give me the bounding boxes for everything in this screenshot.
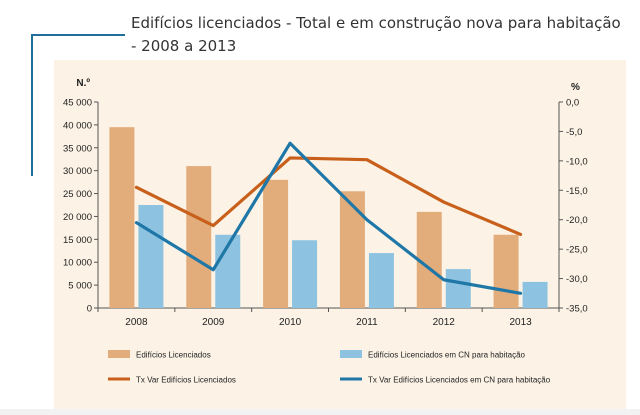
y-right-tick-label: -25,0 xyxy=(566,245,588,256)
y-left-tick-label: 35 000 xyxy=(63,143,92,154)
y-left-tick-label: 10 000 xyxy=(63,258,92,269)
legend-edificios-licenciados-cn-swatch xyxy=(340,350,362,358)
bar-edificios-licenciados-cn xyxy=(292,240,318,308)
bar-edificios-licenciados xyxy=(339,191,365,308)
x-tick-label: 2010 xyxy=(279,317,302,328)
line-tx-var-edificios-licenciados xyxy=(134,156,523,237)
bar-edificios-licenciados xyxy=(186,166,212,308)
bar-edificios-licenciados xyxy=(109,127,135,308)
line-tx-var-edificios-licenciados-cn xyxy=(134,141,523,295)
x-tick-label: 2013 xyxy=(509,317,532,328)
y-left-tick-label: 15 000 xyxy=(63,235,92,246)
chart-title: Edifícios licenciados - Total e em const… xyxy=(131,14,621,55)
y-right-tick-label: -30,0 xyxy=(566,274,588,285)
y-right-tick-label: -15,0 xyxy=(566,186,588,197)
legend-edificios-licenciados-label: Edifícios Licenciados xyxy=(136,351,211,360)
x-tick-label: 2011 xyxy=(356,317,378,328)
title-accent-line xyxy=(31,34,125,36)
bar-edificios-licenciados xyxy=(493,234,519,308)
title-accent-vertical xyxy=(31,34,33,176)
x-tick-label: 2008 xyxy=(125,317,148,328)
y-right-tick-label: -10,0 xyxy=(566,156,588,167)
bar-edificios-licenciados-cn xyxy=(368,253,394,308)
bar-edificios-licenciados xyxy=(263,179,289,308)
y-left-tick-label: 25 000 xyxy=(63,189,92,200)
y-left-tick-label: 20 000 xyxy=(63,212,92,223)
chart: 0 5 000 10 000 15 000 20 000 25 000 30 000 35 0… xyxy=(63,78,588,385)
y-left-tick-label: 30 000 xyxy=(63,166,92,177)
y-right-tick-label: -5,0 xyxy=(566,127,582,138)
bar-edificios-licenciados-cn xyxy=(138,205,164,308)
y-left-tick-label: 40 000 xyxy=(63,120,92,131)
y-right-tick-label: 0,0 xyxy=(566,98,579,109)
page-bottom-bar xyxy=(0,409,640,415)
y-right-tick-label: -35,0 xyxy=(566,304,588,315)
y-left-tick-label: 0 xyxy=(87,304,92,315)
legend-edificios-licenciados-swatch xyxy=(108,350,130,358)
x-tick-label: 2009 xyxy=(202,317,225,328)
y-left-tick-label: 5 000 xyxy=(68,281,92,292)
bar-edificios-licenciados-cn xyxy=(522,281,548,308)
legend-edificios-licenciados-cn-label: Edifícios Licenciados em CN para habitaç… xyxy=(368,351,526,360)
legend-tx-var-edificios-licenciados-cn-label: Tx Var Edifícios Licenciados em CN para … xyxy=(368,376,551,385)
y-left-tick-label: 45 000 xyxy=(63,98,92,109)
y-right-tick-label: -20,0 xyxy=(566,215,588,226)
x-tick-label: 2012 xyxy=(433,317,456,328)
bar-edificios-licenciados-cn xyxy=(445,269,471,308)
y-left-axis-label: N.º xyxy=(76,78,90,89)
legend-tx-var-edificios-licenciados-label: Tx Var Edifícios Licenciados xyxy=(136,376,236,385)
y-right-axis-label: % xyxy=(571,82,580,93)
